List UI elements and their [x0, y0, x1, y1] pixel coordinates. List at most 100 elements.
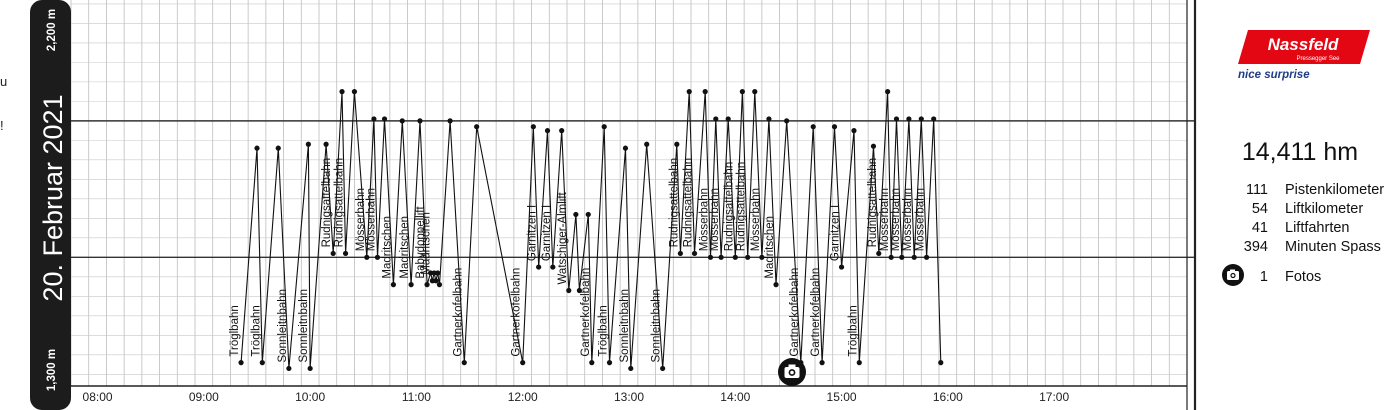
data-point: [784, 118, 790, 124]
data-point: [399, 118, 405, 124]
logo-name: Nassfeld: [1268, 35, 1339, 54]
data-point: [566, 287, 572, 294]
lift-label: Mösserbahn: [890, 188, 902, 251]
data-point: [424, 282, 430, 288]
stat-row-pistenkilometer: 111 Pistenkilometer: [1210, 182, 1395, 201]
stat-value: 54: [1251, 201, 1268, 217]
data-point: [918, 116, 924, 122]
data-point: [381, 116, 388, 122]
x-tick-label: 15:00: [827, 390, 857, 404]
data-point: [323, 141, 329, 147]
data-point: [238, 360, 244, 366]
logo-badge: [1238, 30, 1370, 64]
data-point: [305, 141, 311, 147]
lift-label: Rudnigsattelbahn: [736, 162, 748, 252]
data-point: [885, 89, 891, 95]
data-point: [725, 116, 731, 122]
plot-frame: [71, 0, 1197, 410]
data-point: [707, 254, 714, 260]
data-point: [718, 254, 724, 260]
data-point: [339, 89, 345, 95]
stat-value: 1: [1259, 269, 1268, 285]
stat-row-minuten-spass: 394 Minuten Spass: [1210, 239, 1395, 258]
data-point: [351, 89, 358, 95]
lift-label: Mösserbahn: [902, 188, 914, 251]
lift-label: Tröglbahn: [229, 305, 241, 356]
data-point: [938, 360, 944, 366]
data-point: [931, 116, 937, 122]
lift-label: Mösserbahn: [750, 188, 762, 251]
lift-label: Mösserbahn: [699, 188, 711, 251]
data-point: [435, 270, 441, 276]
data-point: [713, 116, 719, 122]
chart-title: 20. Februar 2021: [38, 94, 68, 301]
data-point: [924, 254, 930, 260]
lift-label: Rudnigsattelbahn: [334, 158, 346, 248]
data-point: [447, 118, 453, 124]
lift-label: Gartnerkofelbahn: [511, 268, 523, 357]
data-point: [911, 254, 917, 260]
data-point: [856, 360, 862, 366]
lift-label: Rudnigsattelbahn: [723, 162, 735, 252]
lift-label: Babydoppellift: [415, 206, 427, 279]
lift-label: Rudnigsattelbahn: [867, 158, 879, 248]
y-tick-label: 1,300 m: [46, 349, 58, 391]
stat-label: Liftkilometer: [1285, 201, 1364, 217]
lift-label: Gartnerkofelbahn: [580, 268, 592, 357]
data-point: [364, 254, 370, 260]
stat-row-fotos[interactable]: 1 Fotos: [1210, 269, 1395, 288]
x-tick-label: 12:00: [508, 390, 538, 404]
data-point: [773, 282, 779, 288]
lift-label: Garnitzen I: [527, 205, 539, 261]
data-point: [870, 143, 877, 149]
lift-label: Garnitzen I: [541, 205, 553, 261]
x-tick-label: 13:00: [614, 390, 644, 404]
data-point: [677, 250, 683, 257]
x-tick-labels: 08:00 09:00 10:00 11:00 12:00 13:00 14:00 15:00…: [83, 390, 1070, 404]
data-point: [745, 254, 751, 260]
data-point: [417, 118, 423, 124]
data-point: [573, 211, 579, 218]
stat-row-liftkilometer: 54 Liftkilometer: [1210, 201, 1395, 220]
logo-tagline: nice surprise: [1238, 69, 1310, 81]
elevation-trace: [238, 89, 944, 372]
data-point: [589, 360, 595, 366]
lift-label: Tröglbahn: [598, 305, 610, 356]
reference-lines: [71, 120, 1195, 259]
lift-label: Madritschen: [381, 216, 393, 279]
photo-markers[interactable]: [778, 358, 806, 386]
lift-label: Madritschen: [399, 216, 411, 279]
data-point: [819, 360, 825, 366]
lift-label: Garnitzen I: [830, 205, 842, 261]
lift-label: Mösserbahn: [366, 188, 378, 251]
lift-label: Tröglbahn: [250, 305, 262, 356]
camera-icon[interactable]: [1222, 264, 1244, 286]
nassfeld-logo[interactable]: Nassfeld Pressegger See nice surprise: [1236, 26, 1374, 82]
stat-label: Minuten Spass: [1285, 239, 1381, 255]
y-tick-label: 2,200 m: [46, 9, 58, 51]
data-point: [702, 89, 708, 95]
lift-label: Mösserbahn: [915, 188, 927, 251]
lift-label: Rudnigsattelbahn: [321, 158, 333, 248]
lift-label: Sonnleitnbahn: [619, 289, 631, 363]
lift-label: Mösserbahn: [709, 188, 721, 251]
x-tick-label: 11:00: [402, 390, 431, 404]
data-point: [752, 89, 758, 95]
lift-label: Tröglbahn: [847, 305, 859, 356]
data-point: [732, 254, 738, 260]
lift-label: Mösserbahn: [355, 188, 367, 251]
title-band-bg: [30, 0, 71, 410]
lift-label: Gartnerkofelbahn: [452, 268, 464, 357]
data-point: [307, 365, 313, 372]
x-tick-label: 10:00: [295, 390, 325, 404]
data-point: [644, 141, 650, 147]
data-point: [576, 287, 583, 294]
data-point: [606, 360, 613, 366]
data-point: [622, 145, 629, 151]
stat-label: Pistenkilometer: [1285, 182, 1385, 198]
camera-icon[interactable]: [778, 358, 806, 386]
data-point: [559, 128, 565, 134]
data-point: [766, 116, 772, 122]
data-point: [831, 124, 838, 130]
